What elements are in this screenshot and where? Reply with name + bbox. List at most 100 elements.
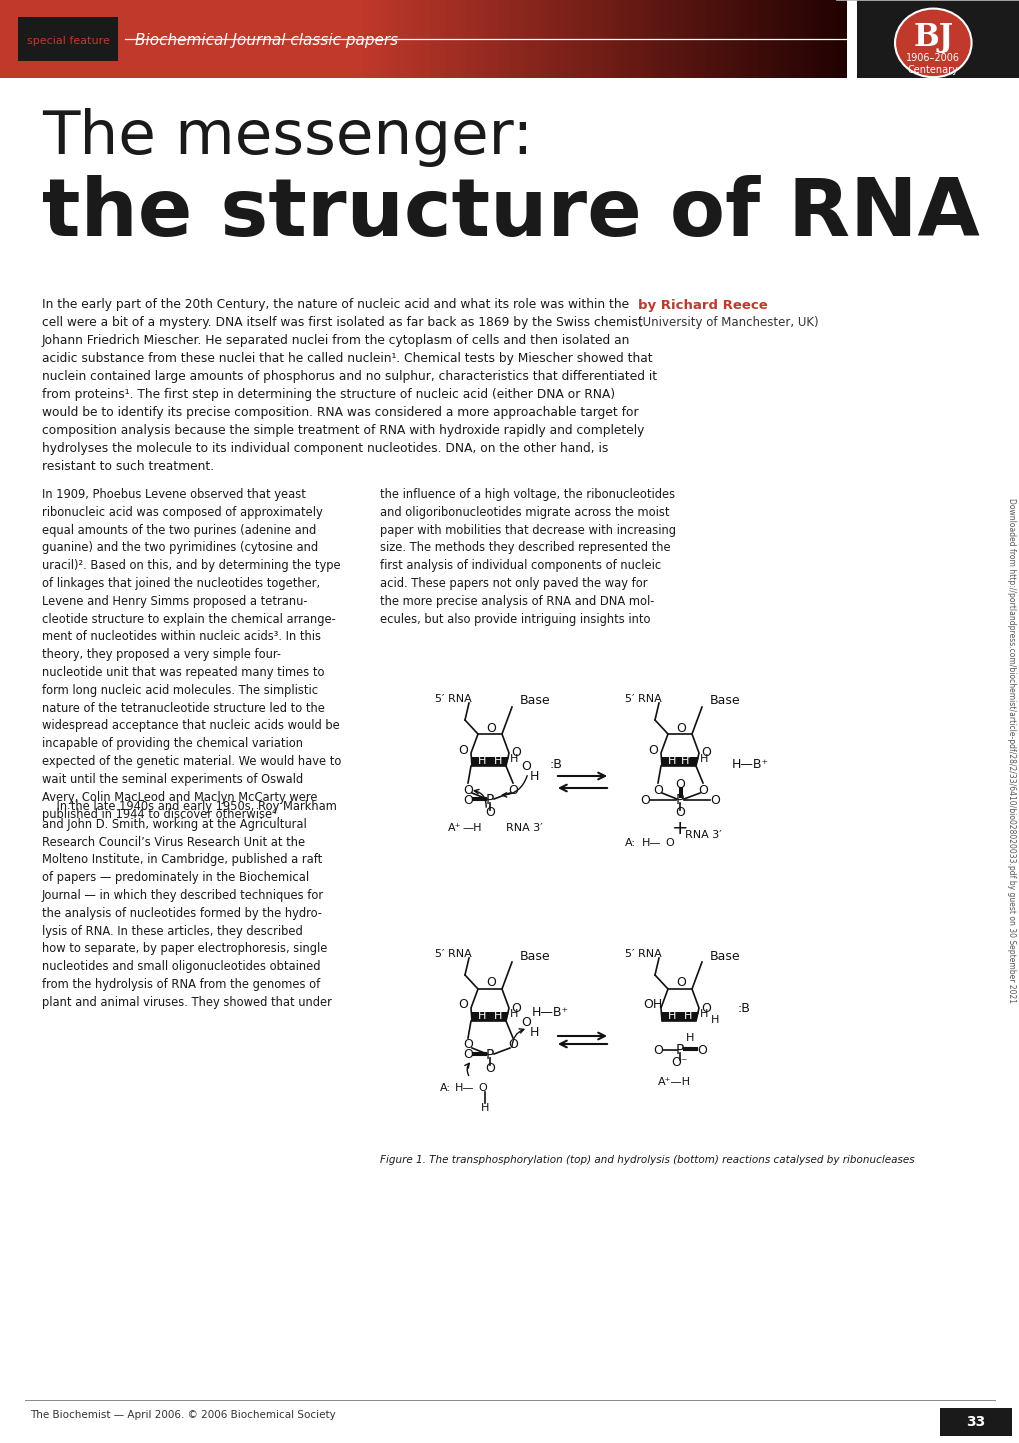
Bar <box>685 0 689 78</box>
Text: A⁺—H: A⁺—H <box>657 1076 690 1087</box>
Text: O: O <box>485 807 494 820</box>
Bar <box>362 0 367 78</box>
Text: H: H <box>699 1009 707 1019</box>
Bar <box>493 0 498 78</box>
Bar <box>460 0 465 78</box>
Text: In the late 1940s and early 1950s, Roy Markham
and John D. Smith, working at the: In the late 1940s and early 1950s, Roy M… <box>42 799 336 1009</box>
Text: —H: —H <box>462 823 481 833</box>
Text: H—B⁺: H—B⁺ <box>732 759 768 772</box>
Bar <box>391 0 395 78</box>
Bar <box>465 0 469 78</box>
Bar <box>743 0 748 78</box>
Bar <box>758 0 762 78</box>
Bar <box>587 0 591 78</box>
Bar <box>381 0 386 78</box>
Text: O: O <box>511 1001 521 1014</box>
Bar <box>596 0 601 78</box>
Text: O: O <box>675 779 685 792</box>
Bar <box>680 0 685 78</box>
Bar <box>552 0 557 78</box>
Text: P: P <box>485 1048 493 1062</box>
Bar <box>469 0 474 78</box>
Bar <box>709 0 713 78</box>
FancyArrowPatch shape <box>512 1029 524 1048</box>
Bar <box>371 0 376 78</box>
Bar <box>430 0 435 78</box>
Text: O: O <box>458 999 468 1012</box>
Text: H—: H— <box>454 1084 474 1092</box>
Text: O: O <box>507 1039 518 1052</box>
Bar <box>591 0 596 78</box>
Text: H—B⁺: H—B⁺ <box>532 1006 569 1019</box>
FancyArrowPatch shape <box>465 1063 469 1075</box>
Text: O: O <box>676 977 685 990</box>
Text: Base: Base <box>709 949 740 962</box>
Bar <box>386 0 391 78</box>
Bar <box>694 0 699 78</box>
Bar <box>734 0 738 78</box>
Text: O: O <box>709 794 719 807</box>
Bar <box>425 0 430 78</box>
Bar <box>660 0 664 78</box>
Text: Downloaded from http://portlandpress.com/biochemist/article-pdf/28/2/33/6410/bio: Downloaded from http://portlandpress.com… <box>1007 498 1016 1003</box>
Text: Base: Base <box>519 694 550 707</box>
Polygon shape <box>471 734 508 766</box>
Text: H: H <box>510 1009 518 1019</box>
Bar <box>601 0 606 78</box>
Text: by Richard Reece: by Richard Reece <box>637 299 767 312</box>
Bar <box>807 0 811 78</box>
Text: O: O <box>463 794 473 807</box>
Bar <box>713 0 718 78</box>
Text: O: O <box>664 838 674 848</box>
Text: O: O <box>696 1043 706 1056</box>
Text: P: P <box>485 794 493 807</box>
Text: O: O <box>700 1001 710 1014</box>
Bar <box>416 0 420 78</box>
Polygon shape <box>660 1012 698 1022</box>
Bar <box>689 0 694 78</box>
Bar <box>367 0 371 78</box>
Polygon shape <box>471 988 508 1022</box>
Text: BJ: BJ <box>912 22 953 53</box>
Bar <box>783 0 787 78</box>
Text: special feature: special feature <box>26 36 109 46</box>
Bar <box>699 0 704 78</box>
Text: RNA 3′: RNA 3′ <box>505 823 542 833</box>
Text: O: O <box>485 1062 494 1075</box>
Text: H: H <box>685 1033 694 1043</box>
Text: A:: A: <box>439 1084 450 1092</box>
Polygon shape <box>660 758 698 766</box>
Bar <box>395 0 400 78</box>
Text: O: O <box>640 794 649 807</box>
Text: H: H <box>529 1026 538 1039</box>
Bar <box>821 0 826 78</box>
Bar <box>640 0 645 78</box>
Text: O: O <box>675 807 685 820</box>
Bar <box>567 0 572 78</box>
Bar <box>498 0 503 78</box>
Bar <box>811 0 816 78</box>
Bar <box>489 0 493 78</box>
Bar <box>357 0 362 78</box>
Text: the structure of RNA: the structure of RNA <box>42 175 979 253</box>
Bar <box>577 0 582 78</box>
Bar <box>514 0 518 78</box>
Bar <box>762 0 767 78</box>
Bar <box>836 0 841 78</box>
Bar <box>474 0 479 78</box>
Bar <box>18 17 118 61</box>
Text: O: O <box>676 722 685 734</box>
Bar <box>503 0 508 78</box>
Text: +: + <box>672 818 688 837</box>
Bar <box>704 0 709 78</box>
Bar <box>411 0 416 78</box>
Bar <box>626 0 631 78</box>
Text: H—: H— <box>641 838 661 848</box>
Text: A⁺: A⁺ <box>447 823 461 833</box>
Bar <box>753 0 758 78</box>
Bar <box>449 0 454 78</box>
Text: A:: A: <box>625 838 636 848</box>
Bar <box>528 0 533 78</box>
Bar <box>675 0 680 78</box>
Bar <box>400 0 406 78</box>
